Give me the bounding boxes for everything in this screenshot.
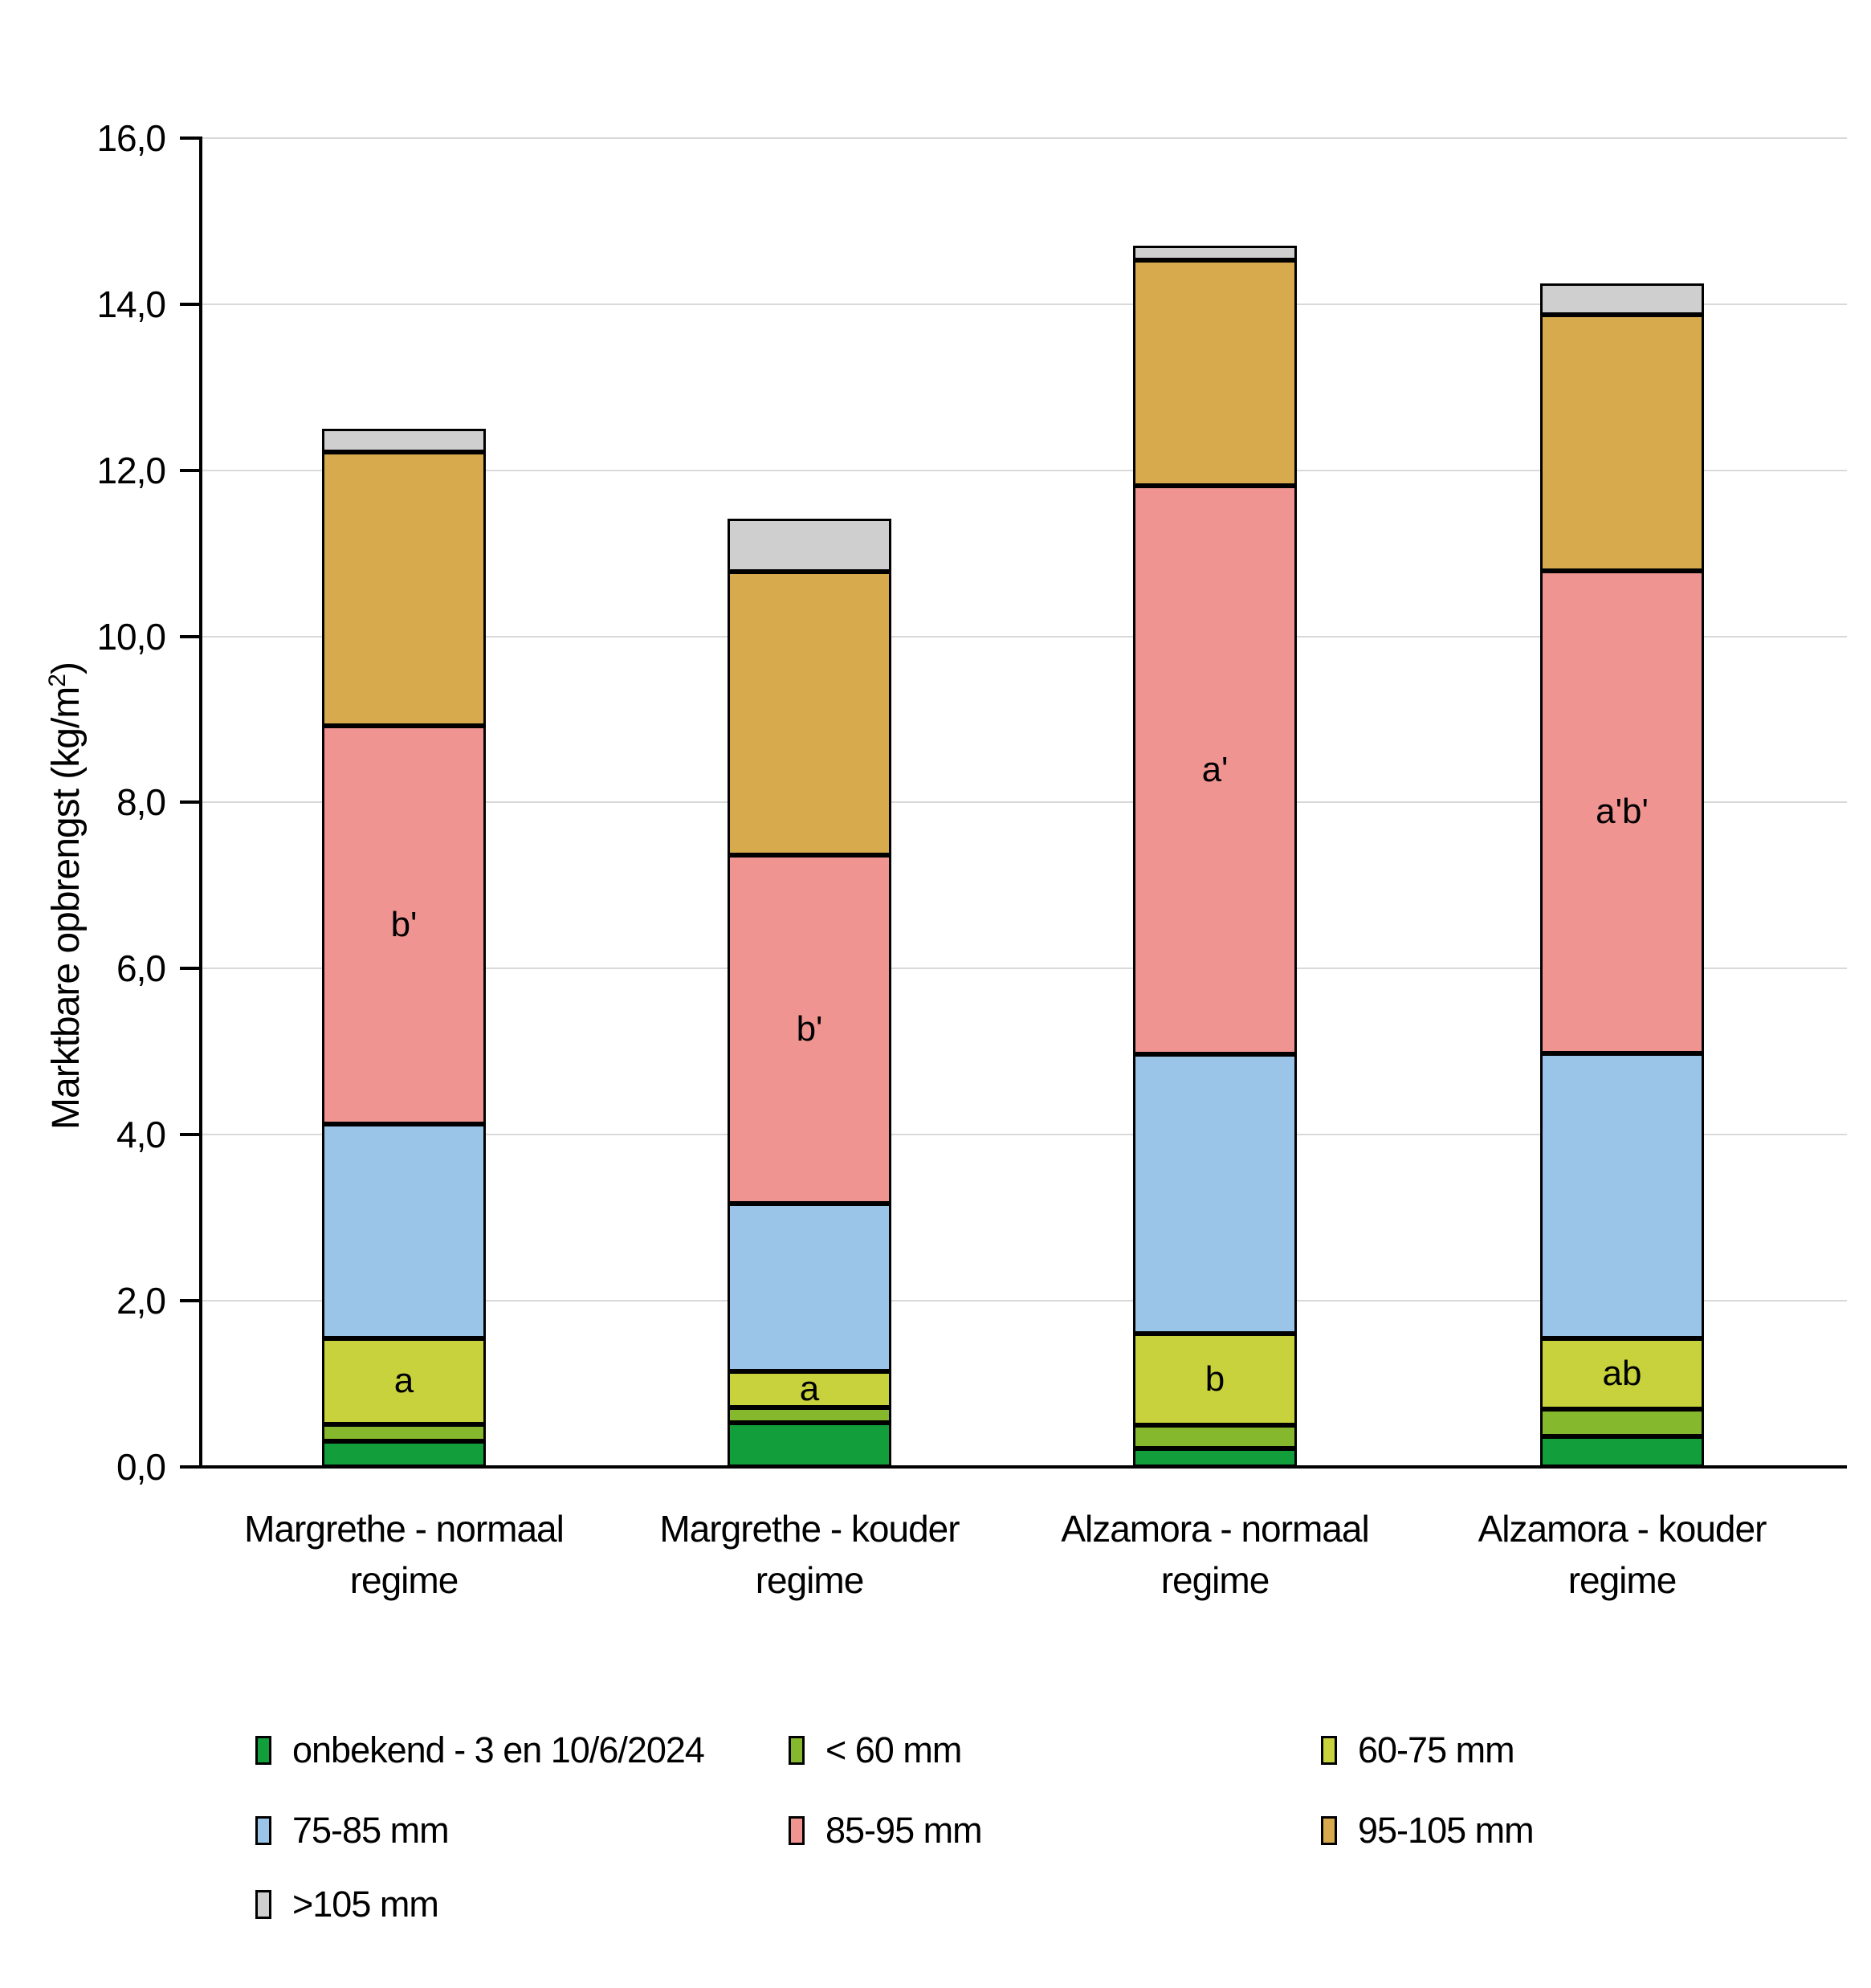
bar-annotation: b' xyxy=(796,1008,823,1049)
y-axis-tick xyxy=(180,136,199,140)
y-tick-label: 14,0 xyxy=(96,283,166,325)
bar-segment-95-105-mm xyxy=(322,451,486,727)
bar-segment-85-95-mm xyxy=(728,854,891,1204)
x-axis-line xyxy=(199,1465,1847,1469)
y-axis-tick xyxy=(180,1299,199,1303)
legend-label: 75-85 mm xyxy=(292,1810,450,1851)
y-gridline xyxy=(202,1300,1847,1302)
bar-segment--105-mm xyxy=(1133,246,1297,260)
x-category-label: Alzamora - normaal regime xyxy=(1061,1508,1369,1601)
legend-swatch-icon xyxy=(255,1890,271,1919)
legend-label: onbekend - 3 en 10/6/2024 xyxy=(292,1729,705,1770)
bar-segment--105-mm xyxy=(1540,283,1704,316)
bar-annotation: b xyxy=(1205,1359,1225,1399)
y-tick-label: 6,0 xyxy=(116,947,166,990)
bar-annotation: a xyxy=(393,1361,414,1401)
bar-segment-60-75-mm xyxy=(1540,1338,1704,1409)
y-tick-label: 2,0 xyxy=(116,1280,166,1322)
bar-segment--60-mm xyxy=(1133,1425,1297,1449)
bar-annotation: a xyxy=(799,1369,820,1409)
y-tick-label: 12,0 xyxy=(96,449,166,491)
bar-annotation: ab xyxy=(1602,1353,1642,1393)
bar-segment--105-mm xyxy=(728,518,891,572)
bar-segment-onbekend-3-en-10-6-2024 xyxy=(728,1423,891,1467)
x-category-label: Alzamora - kouder regime xyxy=(1478,1508,1767,1601)
legend-swatch-icon xyxy=(1321,1816,1337,1845)
y-axis-title-suffix: ) xyxy=(45,662,88,675)
bar-segment-onbekend-3-en-10-6-2024 xyxy=(322,1440,486,1467)
bar-segment-85-95-mm xyxy=(1133,486,1297,1054)
y-gridline xyxy=(202,1134,1847,1136)
y-gridline xyxy=(202,303,1847,305)
legend-label: 95-105 mm xyxy=(1358,1810,1535,1851)
bar-segment-85-95-mm xyxy=(1540,570,1704,1053)
y-tick-label: 16,0 xyxy=(96,116,166,159)
legend-swatch-icon xyxy=(789,1816,805,1845)
y-tick-label: 10,0 xyxy=(96,615,166,658)
y-tick-label: 4,0 xyxy=(116,1114,166,1156)
y-axis-tick xyxy=(180,1133,199,1137)
y-axis-tick xyxy=(180,302,199,306)
legend-item: 85-95 mm xyxy=(789,1808,983,1853)
y-axis-tick xyxy=(180,468,199,472)
bar-segment--60-mm xyxy=(728,1407,891,1424)
bar-segment-60-75-mm xyxy=(728,1371,891,1407)
y-gridline xyxy=(202,136,1847,139)
bar-segment-75-85-mm xyxy=(322,1123,486,1338)
legend-item: onbekend - 3 en 10/6/2024 xyxy=(255,1728,705,1773)
y-axis-line xyxy=(199,136,202,1469)
legend-label: 60-75 mm xyxy=(1358,1729,1515,1770)
bar-segment-75-85-mm xyxy=(728,1204,891,1372)
legend-label: 85-95 mm xyxy=(825,1810,983,1851)
y-tick-label: 0,0 xyxy=(116,1446,166,1488)
y-gridline xyxy=(202,968,1847,970)
bar-segment-75-85-mm xyxy=(1133,1053,1297,1334)
legend-item: 75-85 mm xyxy=(255,1808,450,1853)
bar-segment-95-105-mm xyxy=(1133,259,1297,487)
legend-label: < 60 mm xyxy=(825,1729,962,1770)
y-gridline xyxy=(202,801,1847,804)
legend-item: 60-75 mm xyxy=(1321,1728,1515,1773)
bar-annotation: a'b' xyxy=(1596,792,1649,832)
x-category-label: Margrethe - normaal regime xyxy=(244,1508,565,1601)
y-axis-tick xyxy=(180,967,199,971)
bar-segment-onbekend-3-en-10-6-2024 xyxy=(1133,1448,1297,1467)
legend-swatch-icon xyxy=(1321,1736,1337,1765)
bar-annotation: b' xyxy=(390,904,418,944)
legend-swatch-icon xyxy=(789,1736,805,1765)
bar-segment-85-95-mm xyxy=(322,726,486,1124)
y-gridline xyxy=(202,469,1847,471)
y-tick-label: 8,0 xyxy=(116,781,166,824)
legend-swatch-icon xyxy=(255,1736,271,1765)
x-category-label: Margrethe - kouder regime xyxy=(659,1508,960,1601)
legend-label: >105 mm xyxy=(292,1884,439,1925)
bar-segment--60-mm xyxy=(1540,1408,1704,1436)
bar-segment--105-mm xyxy=(322,428,486,452)
bar-segment--60-mm xyxy=(322,1424,486,1441)
bar-segment-onbekend-3-en-10-6-2024 xyxy=(1540,1436,1704,1467)
bar-segment-60-75-mm xyxy=(322,1338,486,1425)
y-axis-tick xyxy=(180,1465,199,1469)
bar-segment-60-75-mm xyxy=(1133,1334,1297,1426)
y-gridline xyxy=(202,635,1847,638)
legend-item: >105 mm xyxy=(255,1882,439,1927)
bar-segment-75-85-mm xyxy=(1540,1053,1704,1338)
legend-item: 95-105 mm xyxy=(1321,1808,1535,1853)
legend-swatch-icon xyxy=(255,1816,271,1845)
y-axis-tick xyxy=(180,800,199,805)
y-axis-title-superscript: 2 xyxy=(44,674,71,687)
y-axis-title-text: Marktbare opbrengst (kg/m xyxy=(45,686,88,1130)
y-axis-tick xyxy=(180,634,199,638)
bar-annotation: a' xyxy=(1201,750,1229,790)
legend-item: < 60 mm xyxy=(789,1728,962,1773)
bar-segment-95-105-mm xyxy=(728,571,891,855)
bar-segment-95-105-mm xyxy=(1540,315,1704,571)
